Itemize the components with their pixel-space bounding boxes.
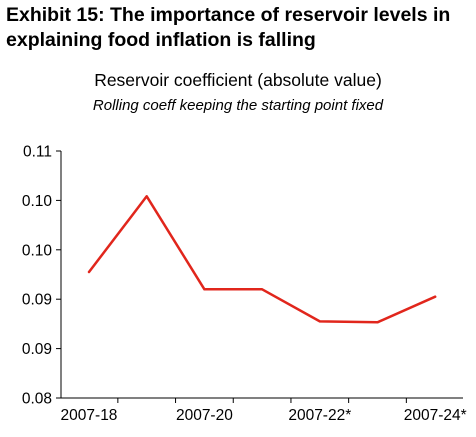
y-tick-label: 0.10 (22, 193, 53, 210)
y-tick-label: 0.10 (22, 242, 53, 259)
series-line (87, 195, 437, 324)
x-tick-label: 2007-20 (176, 407, 233, 424)
y-tick-label: 0.08 (22, 391, 52, 408)
y-axis-tick-labels: 0.08 0.09 0.09 0.10 0.10 0.11 (22, 144, 53, 408)
x-tick-label: 2007-18 (61, 407, 118, 424)
chart-subtitle: Rolling coeff keeping the starting point… (92, 97, 384, 114)
x-axis-tick-labels: 2007-18 2007-20 2007-22* 2007-24* (61, 407, 467, 424)
exhibit-title: Exhibit 15: The importance of reservoir … (6, 4, 451, 51)
x-tick-label: 2007-24* (404, 407, 467, 424)
y-tick-label: 0.09 (22, 292, 52, 309)
x-tick-label: 2007-22* (288, 407, 351, 424)
chart-title: Reservoir coefficient (absolute value) (94, 70, 382, 90)
series-lines (87, 195, 437, 324)
chart-axes (56, 150, 463, 403)
y-tick-label: 0.09 (22, 341, 52, 358)
y-tick-label: 0.11 (23, 144, 52, 161)
